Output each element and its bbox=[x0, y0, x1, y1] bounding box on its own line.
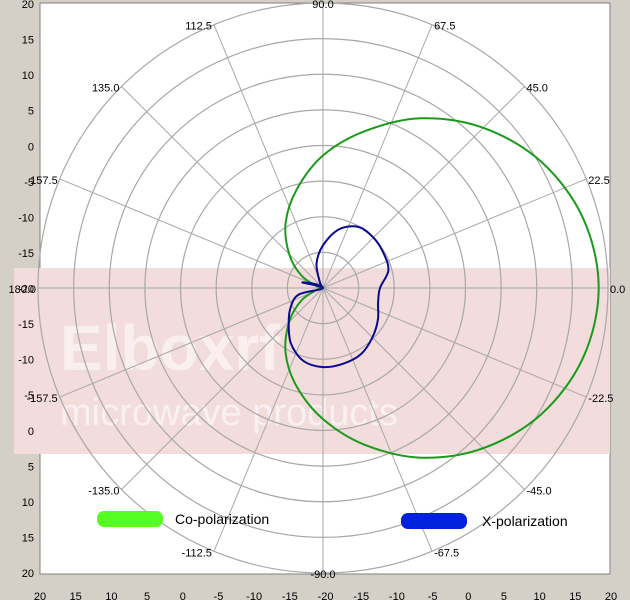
y-tick-label: 15 bbox=[22, 35, 34, 47]
legend-swatch bbox=[401, 513, 467, 529]
angle-label: 45.0 bbox=[527, 82, 548, 94]
y-tick-label: 5 bbox=[28, 461, 34, 473]
x-tick-label: -10 bbox=[246, 591, 262, 600]
angle-label: 22.5 bbox=[588, 175, 609, 187]
x-tick-label: 15 bbox=[569, 591, 581, 600]
x-tick-label: 15 bbox=[70, 591, 82, 600]
watermark: Elboxrf microwave products bbox=[14, 268, 610, 454]
watermark-text: Elboxrf bbox=[60, 312, 281, 384]
x-tick-label: -5 bbox=[214, 591, 224, 600]
angle-label: 157.5 bbox=[30, 175, 58, 187]
angle-label: -135.0 bbox=[88, 486, 119, 498]
x-tick-label: 10 bbox=[534, 591, 546, 600]
x-tick-label: -10 bbox=[389, 591, 405, 600]
y-tick-label: 5 bbox=[28, 106, 34, 118]
y-tick-label: 10 bbox=[22, 497, 34, 509]
y-tick-label: 20 bbox=[22, 568, 34, 580]
x-tick-label: -15 bbox=[353, 591, 369, 600]
angle-label: -67.5 bbox=[434, 547, 459, 559]
y-tick-label: 20 bbox=[22, 0, 34, 11]
angle-label: 180.0 bbox=[8, 284, 36, 296]
axis-ticks: 20 15 10 5 0 -5 -10 -15 -20 -15 -10 -5 0 5 10 15 20 20 15 1… bbox=[18, 0, 617, 600]
y-tick-label: -5 bbox=[24, 390, 34, 402]
angle-label: 90.0 bbox=[312, 0, 333, 11]
x-tick-label: -5 bbox=[428, 591, 438, 600]
legend-label: Co-polarization bbox=[175, 511, 269, 527]
y-tick-label: -15 bbox=[18, 319, 34, 331]
y-tick-label: 10 bbox=[22, 70, 34, 82]
x-tick-label: -20 bbox=[318, 591, 334, 600]
y-tick-label: -10 bbox=[18, 355, 34, 367]
x-tick-label: -15 bbox=[282, 591, 298, 600]
angle-label: 0.0 bbox=[610, 284, 625, 296]
angle-label: -112.5 bbox=[182, 547, 212, 559]
y-tick-label: 0 bbox=[28, 141, 34, 153]
x-tick-label: 20 bbox=[605, 591, 617, 600]
angle-label: 67.5 bbox=[434, 21, 455, 33]
legend: Co-polarization X-polarization bbox=[97, 511, 568, 529]
watermark-subtext: microwave products bbox=[60, 392, 398, 434]
series-layer bbox=[284, 117, 600, 459]
x-tick-label: 5 bbox=[501, 591, 507, 600]
angle-label: 112.5 bbox=[185, 21, 212, 33]
angle-label: -45.0 bbox=[527, 486, 552, 498]
angle-labels: 0.022.545.067.590.0112.5135.0157.5180.0-… bbox=[8, 0, 625, 581]
angle-label: -22.5 bbox=[588, 393, 613, 405]
y-tick-label: -5 bbox=[24, 177, 34, 189]
y-tick-label: -10 bbox=[18, 212, 34, 224]
x-tick-label: 5 bbox=[144, 591, 150, 600]
x-tick-label: 10 bbox=[105, 591, 117, 600]
y-tick-label: -15 bbox=[18, 248, 34, 260]
x-tick-label: 20 bbox=[34, 591, 46, 600]
legend-swatch bbox=[97, 511, 163, 527]
y-tick-label: 0 bbox=[28, 426, 34, 438]
y-tick-label: 15 bbox=[22, 532, 34, 544]
legend-label: X-polarization bbox=[482, 513, 568, 529]
angle-label: -157.5 bbox=[26, 393, 57, 405]
x-tick-label: 0 bbox=[180, 591, 186, 600]
angle-label: -90.0 bbox=[310, 569, 335, 581]
y-tick-label: -20 bbox=[18, 284, 34, 296]
x-tick-label: 0 bbox=[465, 591, 471, 600]
angle-label: 135.0 bbox=[92, 82, 120, 94]
